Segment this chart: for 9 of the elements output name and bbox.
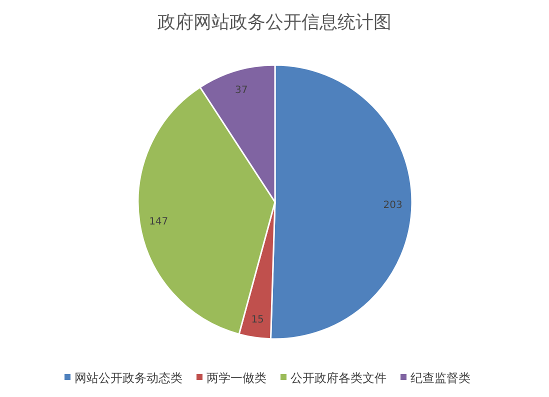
data-label: 37 [235, 85, 248, 96]
legend-label: 纪查监督类 [410, 371, 470, 385]
chart-title: 政府网站政务公开信息统计图 [158, 12, 392, 33]
legend-label: 公开政府各类文件 [290, 371, 386, 385]
legend-label: 两学一做类 [206, 371, 266, 385]
legend-label: 网站公开政务动态类 [74, 371, 182, 385]
data-label: 203 [383, 200, 402, 211]
data-label: 15 [251, 314, 264, 326]
data-label: 147 [149, 216, 168, 228]
